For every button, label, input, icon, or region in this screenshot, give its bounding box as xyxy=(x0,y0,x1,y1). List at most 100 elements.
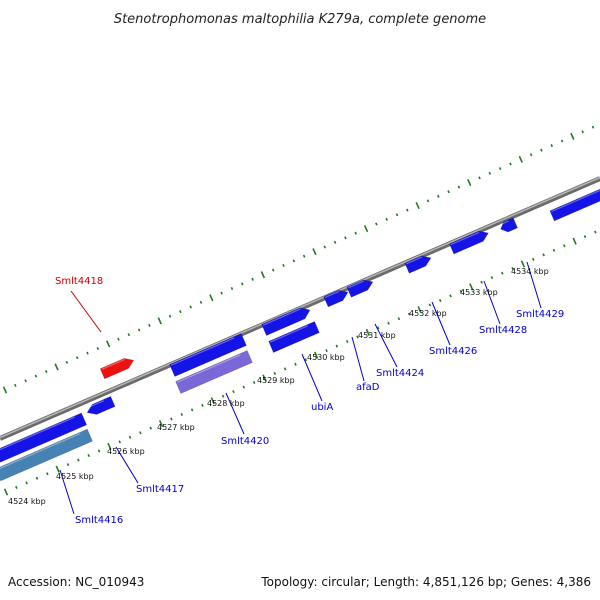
scale-tick xyxy=(385,217,388,221)
label-leader xyxy=(431,301,451,346)
scale-tick xyxy=(149,426,153,430)
scale-tick xyxy=(304,358,308,362)
scale-tick xyxy=(230,287,234,291)
scale-tick xyxy=(550,144,554,148)
scale-tick xyxy=(428,303,432,307)
scale-tick xyxy=(199,300,203,304)
label-leader xyxy=(374,323,398,368)
scale-tick xyxy=(583,235,587,239)
scale-tick xyxy=(139,431,142,435)
gene-smlt4423[interactable] xyxy=(346,277,375,298)
gene-smlt4416-b[interactable] xyxy=(0,428,93,482)
scale-tick xyxy=(518,155,523,163)
scale-tick xyxy=(117,337,120,341)
scale-tick xyxy=(312,248,317,256)
scale-tick xyxy=(356,335,359,339)
scale-tick xyxy=(335,344,339,348)
scale-tick xyxy=(15,485,18,489)
scale-tick xyxy=(345,339,349,344)
scale-tick xyxy=(591,125,595,129)
gene-label[interactable]: Smlt4424 xyxy=(376,368,424,379)
scale-tick xyxy=(363,225,369,233)
scale-tick xyxy=(437,194,440,198)
scale-tick xyxy=(127,333,131,337)
scale-tick xyxy=(86,351,89,355)
scale-tick xyxy=(45,370,48,374)
gene-smlt4421[interactable] xyxy=(261,305,313,336)
gene-forward[interactable] xyxy=(549,171,600,222)
scale-tick xyxy=(594,230,597,234)
scale-tick xyxy=(118,440,121,444)
scale-tick xyxy=(447,190,450,194)
scale-tick xyxy=(581,130,584,134)
scale-tick xyxy=(323,245,327,249)
scale-tick xyxy=(66,463,70,467)
scale-tick xyxy=(241,282,244,286)
scale-tick xyxy=(220,291,223,295)
scale-tick xyxy=(417,306,422,314)
accession-text: Accession: NC_010943 xyxy=(8,575,144,589)
scale-tick xyxy=(325,349,328,353)
gene-label[interactable]: Smlt4420 xyxy=(221,436,269,447)
label-leader xyxy=(351,336,365,382)
scale-labels: 4524 kbp 4525 kbp 4526 kbp 4527 kbp 4528… xyxy=(8,267,549,506)
label-leaders xyxy=(59,261,542,515)
scale-tick xyxy=(469,283,474,291)
gene-label[interactable]: Smlt4429 xyxy=(516,309,564,320)
scale-tick xyxy=(46,472,49,476)
scale-tick xyxy=(54,363,59,371)
gene-label[interactable]: Smlt4416 xyxy=(75,515,123,526)
gene-smlt4416-a[interactable] xyxy=(0,412,88,464)
label-leader xyxy=(301,353,323,402)
scale-tick xyxy=(449,294,452,298)
gene-label[interactable]: afaD xyxy=(356,382,380,393)
scale-tick xyxy=(406,208,409,212)
scale-tick xyxy=(190,408,194,412)
scale-tick xyxy=(107,442,112,450)
label-leader xyxy=(59,469,75,515)
scale-tick xyxy=(302,254,306,258)
scale-tick xyxy=(55,465,60,473)
scale-label: 4529 kbp xyxy=(257,376,295,385)
gene-smlt4419[interactable] xyxy=(169,333,247,377)
scale-tick xyxy=(354,231,358,235)
gene-ubiA[interactable] xyxy=(268,321,320,353)
scale-tick xyxy=(128,435,132,439)
outer-tick-ring xyxy=(2,125,595,394)
scale-tick xyxy=(397,317,401,321)
scale-label: 4531 kbp xyxy=(358,331,396,340)
scale-tick xyxy=(252,381,256,385)
gene-features xyxy=(0,171,600,482)
gene-label[interactable]: Smlt4428 xyxy=(479,325,527,336)
label-leader xyxy=(225,392,245,435)
gene-smlt4428-a[interactable] xyxy=(498,217,518,234)
scale-tick xyxy=(498,167,502,171)
gene-smlt4422[interactable] xyxy=(323,287,350,308)
scale-tick xyxy=(560,139,564,143)
scale-tick xyxy=(376,326,380,330)
scale-label: 4534 kbp xyxy=(511,267,549,276)
gene-smlt4417[interactable] xyxy=(85,395,116,417)
gene-smlt4418[interactable] xyxy=(99,355,136,380)
scale-tick xyxy=(415,202,420,210)
scale-tick xyxy=(75,356,79,360)
scale-tick xyxy=(221,394,225,398)
gene-label[interactable]: Smlt4418 xyxy=(55,276,103,287)
scale-tick xyxy=(77,458,80,462)
gene-smlt4420[interactable] xyxy=(175,350,253,394)
scale-tick xyxy=(232,390,235,394)
scale-tick xyxy=(375,222,378,226)
gene-smlt4425[interactable] xyxy=(404,253,433,274)
scale-tick xyxy=(457,185,461,189)
gene-label[interactable]: ubiA xyxy=(311,402,333,413)
scale-tick xyxy=(210,397,215,405)
scale-tick xyxy=(262,374,267,382)
scale-label: 4532 kbp xyxy=(409,309,447,318)
inner-tick-ring xyxy=(3,230,597,496)
gene-smlt4427[interactable] xyxy=(449,228,490,255)
gene-label[interactable]: Smlt4426 xyxy=(429,346,477,357)
gene-label[interactable]: Smlt4417 xyxy=(136,484,184,495)
scale-tick xyxy=(283,367,287,371)
scale-tick xyxy=(333,240,337,244)
